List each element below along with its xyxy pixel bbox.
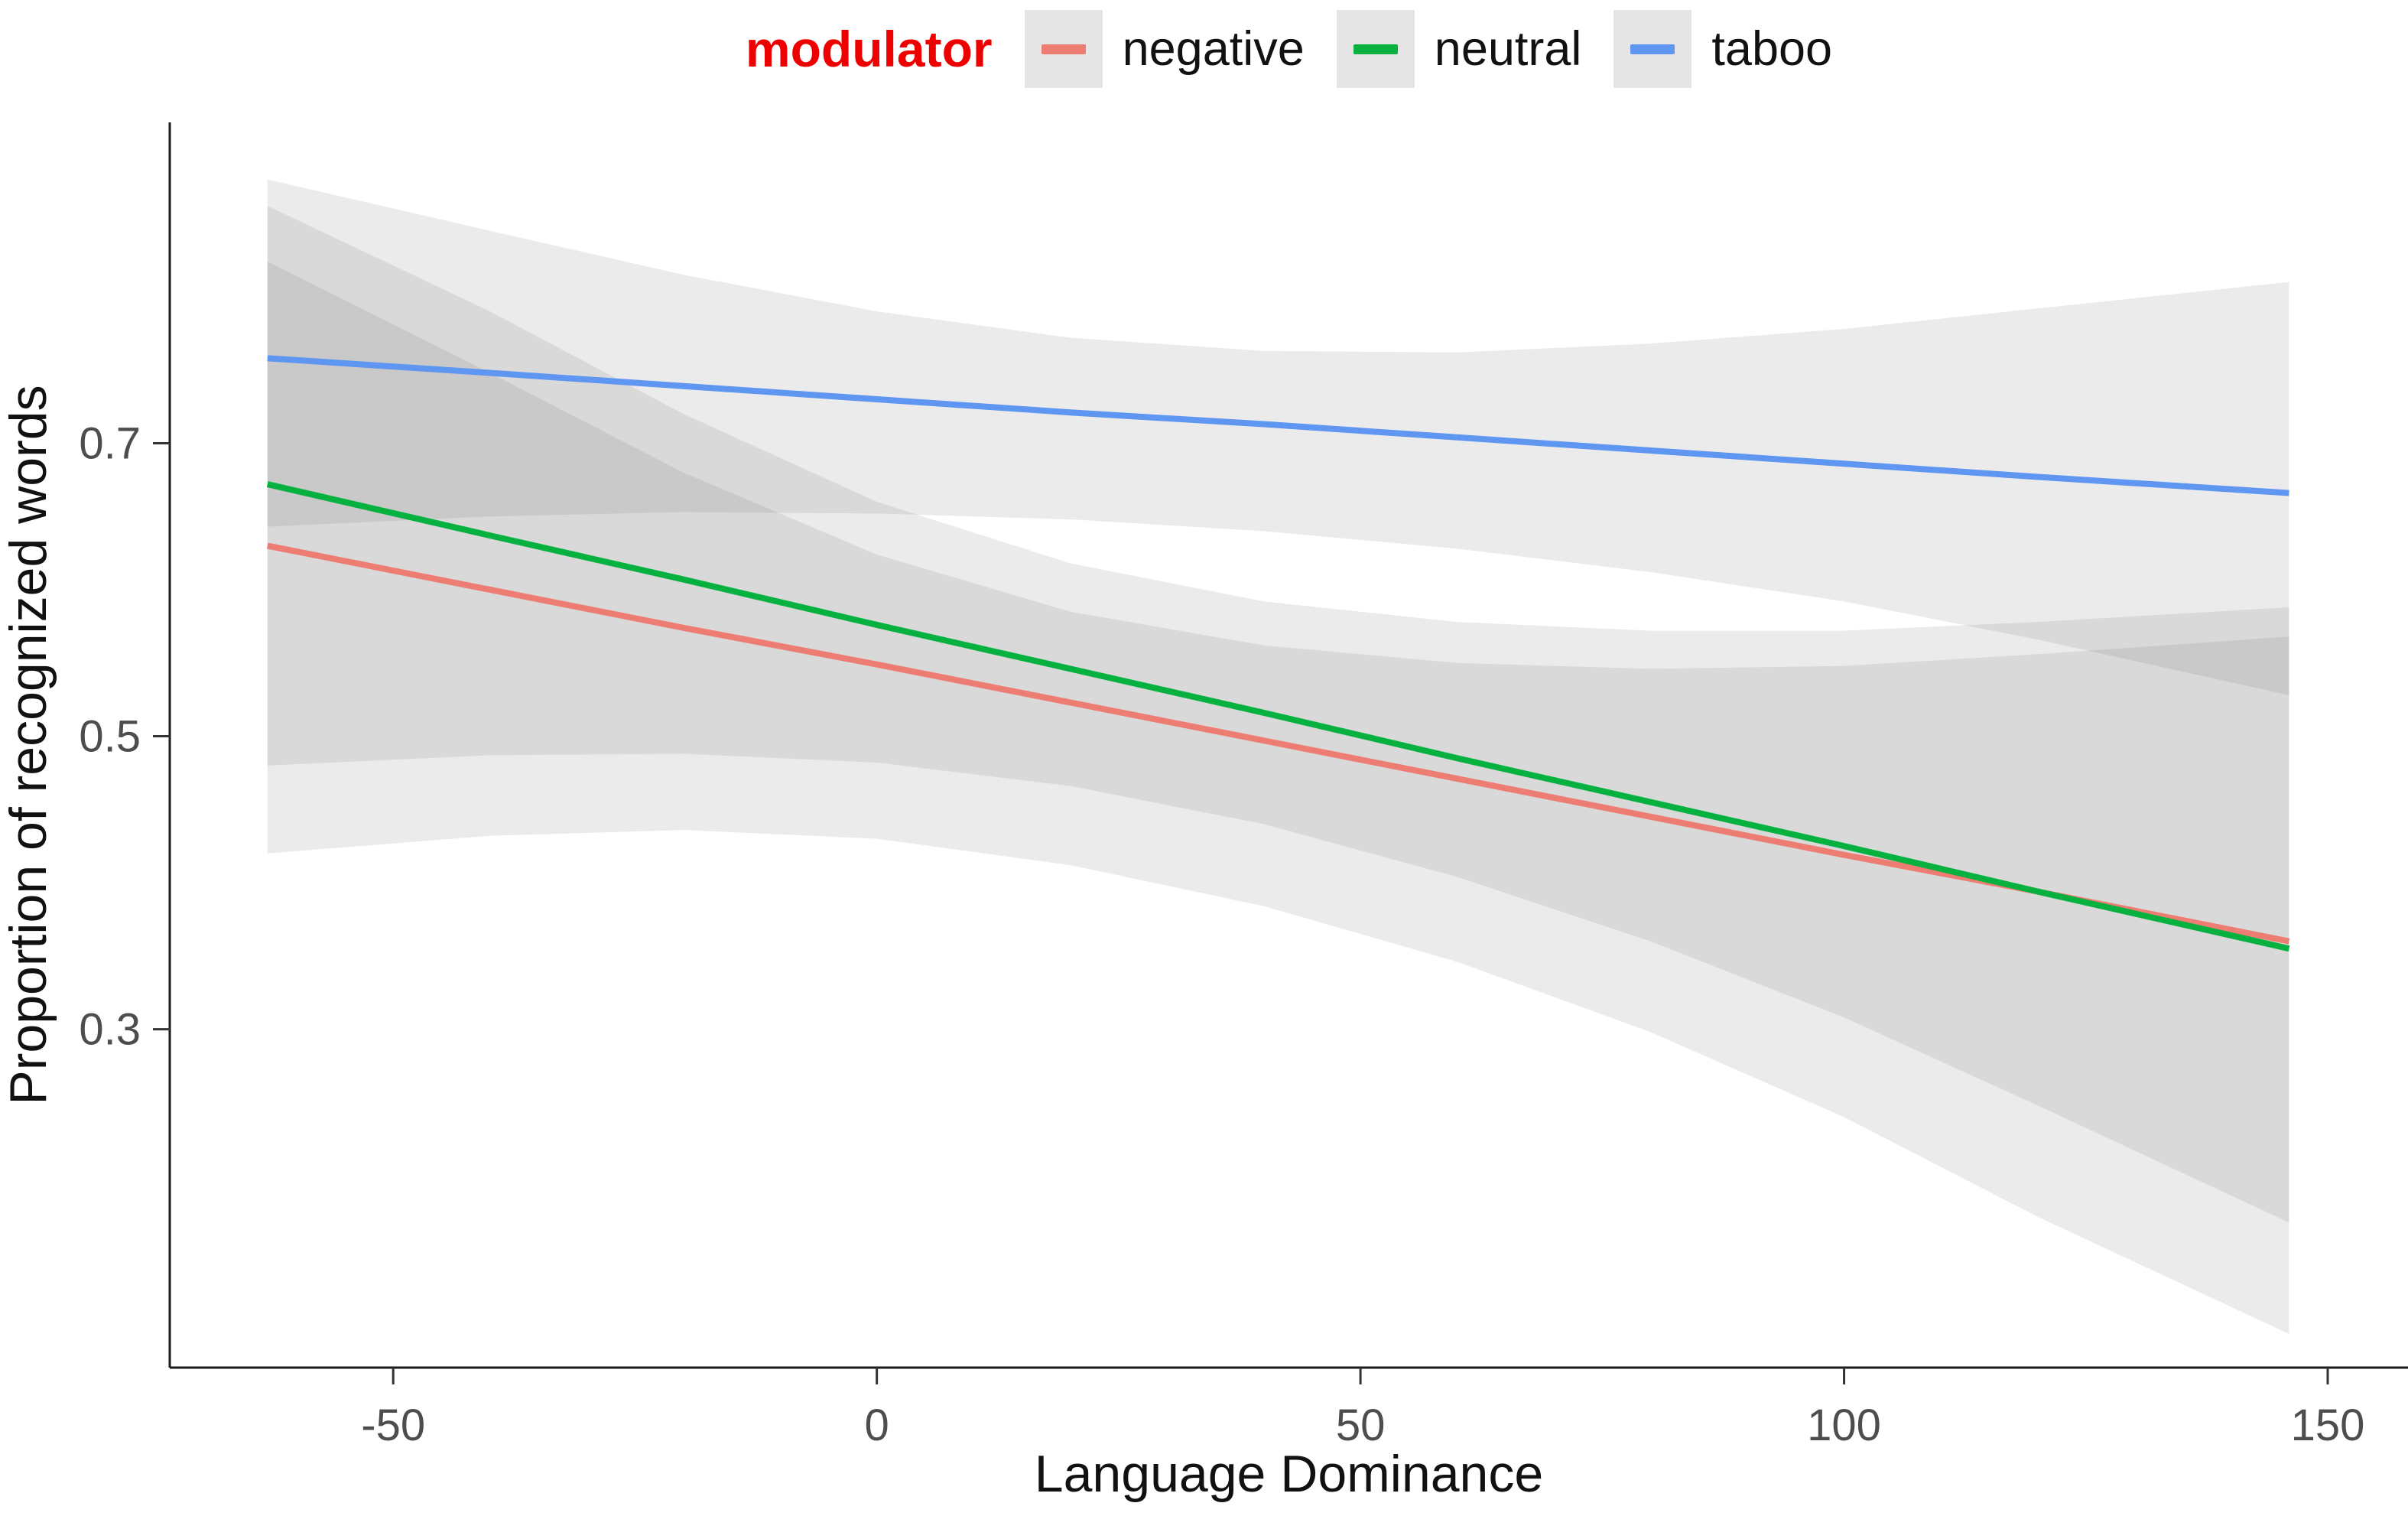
x-tick-label: 150 [2291, 1400, 2365, 1450]
legend-label-taboo: taboo [1711, 22, 1833, 76]
trend-line-negative [266, 542, 2290, 945]
x-tick-label: 100 [1807, 1400, 1881, 1450]
legend-key-negative [1024, 10, 1103, 88]
trend-line-taboo [267, 355, 2289, 496]
legend-key-taboo [1613, 10, 1692, 88]
ci-ribbon-taboo [267, 179, 2289, 695]
x-tick-label: 0 [865, 1400, 889, 1450]
ci-ribbon-negative [267, 261, 2289, 1334]
x-axis-title: Language Dominance [1035, 1445, 1543, 1503]
legend-key-line-icon [1353, 44, 1398, 54]
x-tick-label: -50 [361, 1400, 425, 1450]
trend-line-neutral [266, 481, 2290, 952]
y-axis-title: Proportion of recognized words [0, 385, 57, 1104]
legend-label-negative: negative [1122, 22, 1305, 76]
legend: modulator negative neutral taboo [170, 3, 2408, 95]
legend-item-neutral: neutral [1336, 10, 1582, 88]
legend-key-line-icon [1041, 44, 1086, 54]
y-tick-label: 0.3 [79, 1005, 141, 1055]
legend-label-neutral: neutral [1434, 22, 1582, 76]
legend-key-neutral [1336, 10, 1415, 88]
legend-title: modulator [745, 21, 993, 77]
legend-key-line-icon [1630, 44, 1675, 54]
legend-item-taboo: taboo [1613, 10, 1832, 88]
y-tick-label: 0.5 [79, 712, 141, 762]
y-tick-label: 0.7 [79, 418, 141, 468]
legend-item-negative: negative [1024, 10, 1305, 88]
x-tick-label: 50 [1336, 1400, 1386, 1450]
